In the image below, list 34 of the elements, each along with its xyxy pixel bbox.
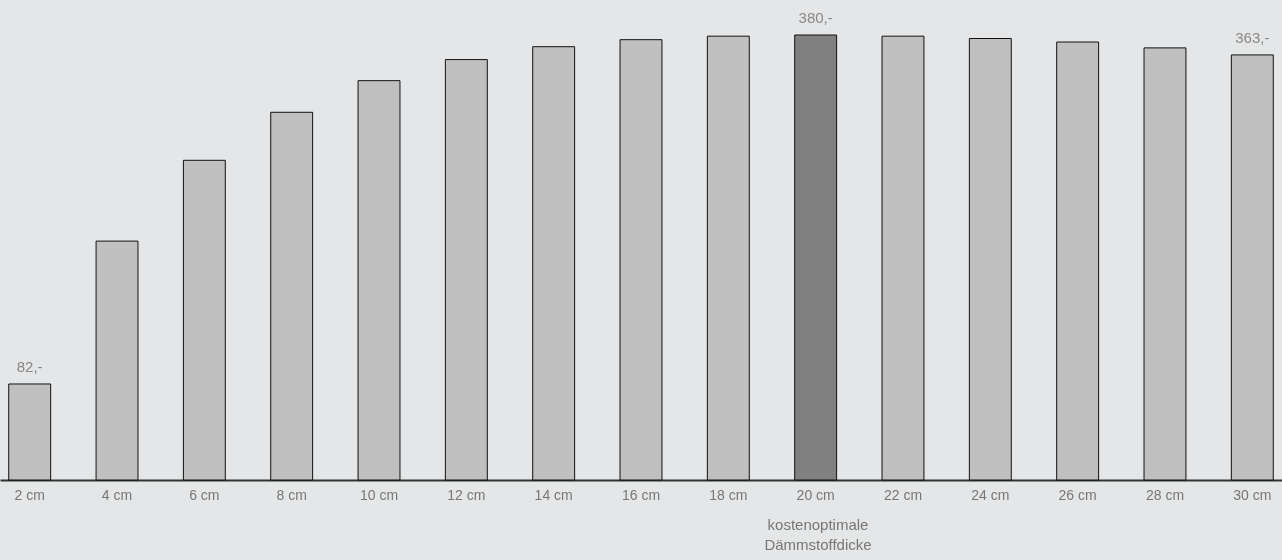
bar [8, 383, 52, 481]
x-tick-label: 26 cm [1058, 486, 1097, 503]
text: kostenoptimale Dämmstoffdicke [764, 516, 872, 553]
x-tick-label: 6 cm [189, 486, 220, 503]
data-label: 363,- [1235, 28, 1270, 46]
bar [794, 34, 838, 481]
x-tick-label: 20 cm [796, 486, 835, 503]
bar [968, 38, 1012, 481]
bar [357, 80, 401, 481]
x-tick-label: 22 cm [883, 486, 923, 503]
data-label: 380,- [798, 9, 833, 26]
bar [1230, 54, 1274, 481]
bar [182, 159, 226, 481]
x-tick-label: 30 cm [1233, 486, 1272, 503]
x-tick-label: 14 cm [534, 486, 573, 503]
x-tick-label: 8 cm [276, 486, 307, 503]
bar [1143, 47, 1187, 481]
x-tick-label: 28 cm [1145, 486, 1185, 503]
x-tick-label: 10 cm [359, 486, 399, 503]
bar [95, 240, 139, 481]
x-tick-label: 24 cm [971, 486, 1010, 503]
bar [619, 39, 663, 481]
x-tick-label: 4 cm [101, 486, 133, 503]
bar [706, 35, 750, 481]
x-tick-label: 2 cm [14, 486, 45, 503]
x-tick-label: 18 cm [709, 486, 748, 503]
data-label: 82,- [16, 357, 43, 375]
bar [444, 59, 488, 481]
x-tick-label: 16 cm [621, 486, 661, 503]
bar [1056, 41, 1100, 481]
bar [532, 46, 576, 481]
bar [881, 35, 925, 481]
x-tick-label: 12 cm [447, 486, 486, 503]
bar [270, 111, 314, 481]
